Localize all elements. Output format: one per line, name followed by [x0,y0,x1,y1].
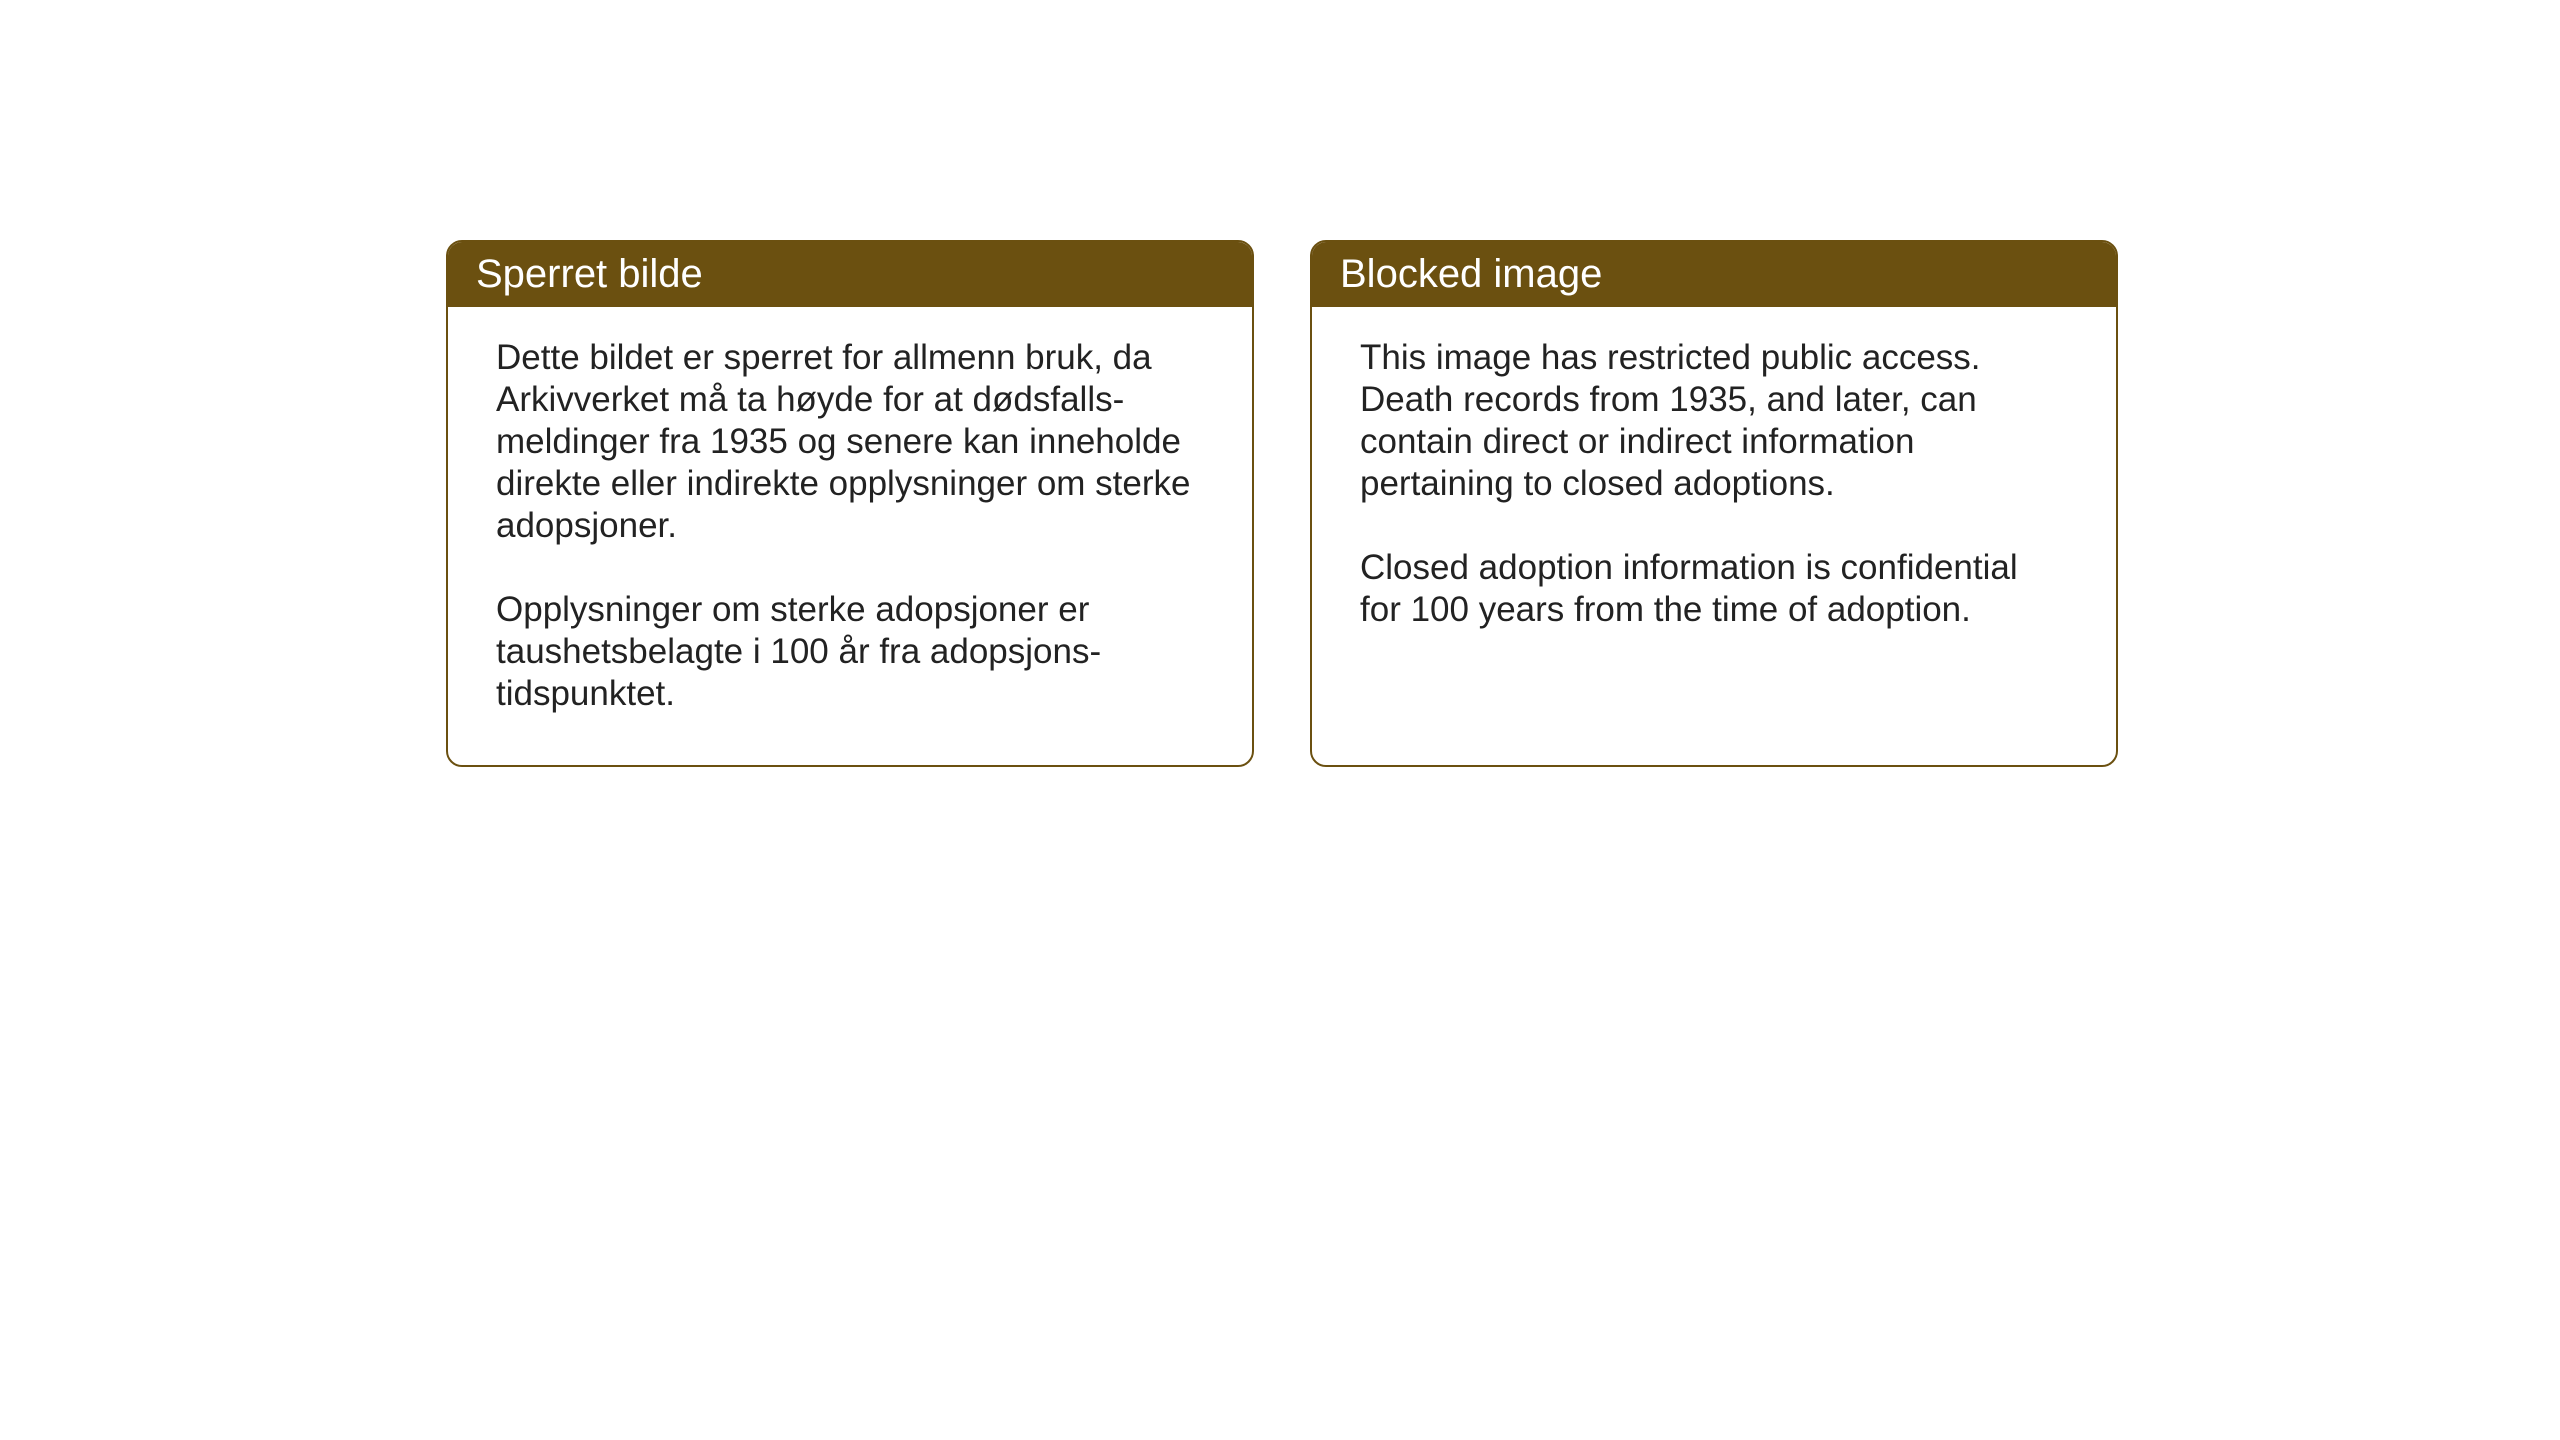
card-paragraph-english-2: Closed adoption information is confident… [1360,547,2068,631]
card-title-english: Blocked image [1340,252,1602,296]
card-header-english: Blocked image [1312,242,2116,307]
card-paragraph-english-1: This image has restricted public access.… [1360,337,2068,505]
card-paragraph-norwegian-2: Opplysninger om sterke adopsjoner er tau… [496,589,1204,715]
card-title-norwegian: Sperret bilde [476,252,703,296]
cards-container: Sperret bilde Dette bildet er sperret fo… [0,0,2560,767]
card-norwegian: Sperret bilde Dette bildet er sperret fo… [446,240,1254,767]
card-paragraph-norwegian-1: Dette bildet er sperret for allmenn bruk… [496,337,1204,547]
card-english: Blocked image This image has restricted … [1310,240,2118,767]
card-header-norwegian: Sperret bilde [448,242,1252,307]
card-body-english: This image has restricted public access.… [1312,307,2116,681]
card-body-norwegian: Dette bildet er sperret for allmenn bruk… [448,307,1252,765]
